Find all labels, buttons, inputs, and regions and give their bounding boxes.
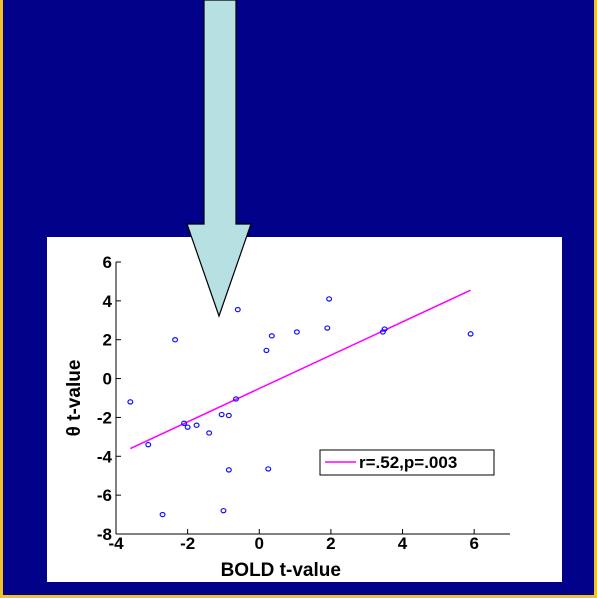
data-point xyxy=(263,347,270,354)
data-point xyxy=(265,466,272,472)
data-point xyxy=(268,333,275,339)
data-point xyxy=(206,430,213,436)
data-point xyxy=(181,420,188,426)
y-tick-label: 2 xyxy=(103,331,112,350)
y-axis-label: θ t-value xyxy=(64,360,85,437)
tick-marks xyxy=(115,261,475,535)
x-tick-label: 2 xyxy=(326,534,335,553)
y-tick-label: -8 xyxy=(97,525,112,544)
data-point xyxy=(193,422,200,428)
x-tick-label: 6 xyxy=(469,534,478,553)
y-tick-label: -4 xyxy=(97,447,113,466)
data-point xyxy=(145,441,152,448)
y-tick-label: 4 xyxy=(103,292,113,311)
x-tick-label: -4 xyxy=(108,534,124,553)
data-point xyxy=(127,399,134,405)
data-point xyxy=(184,424,191,430)
data-point xyxy=(234,306,241,313)
data-point xyxy=(326,296,333,302)
x-tick-label: 4 xyxy=(398,534,408,553)
legend-label: r=.52,p=.003 xyxy=(359,453,457,472)
data-point xyxy=(232,396,239,402)
data-point xyxy=(220,507,227,514)
data-point xyxy=(218,411,225,418)
data-points xyxy=(127,296,474,518)
down-arrow-icon xyxy=(186,0,252,318)
fit-line xyxy=(130,289,471,450)
data-point xyxy=(324,325,331,331)
y-tick-label: 0 xyxy=(103,370,112,389)
chart-panel xyxy=(47,237,562,582)
tick-labels: -4 -2 0 2 4 6 -8 -6 -4 -2 0 2 4 6 xyxy=(97,253,479,553)
data-point xyxy=(159,511,166,518)
x-tick-label: 0 xyxy=(255,534,264,553)
y-tick-label: -6 xyxy=(97,486,112,505)
data-point xyxy=(293,329,300,335)
legend: r=.52,p=.003 xyxy=(319,449,495,476)
data-point xyxy=(225,412,232,419)
x-axis-label: BOLD t-value xyxy=(221,560,341,581)
y-tick-label: -2 xyxy=(97,408,112,427)
fit-line-group xyxy=(130,289,471,450)
data-point xyxy=(225,467,232,473)
data-point xyxy=(172,337,179,343)
x-tick-label: -2 xyxy=(180,534,195,553)
data-point xyxy=(381,326,388,332)
axes xyxy=(115,262,510,535)
data-point xyxy=(467,331,474,337)
y-tick-label: 6 xyxy=(103,253,112,272)
